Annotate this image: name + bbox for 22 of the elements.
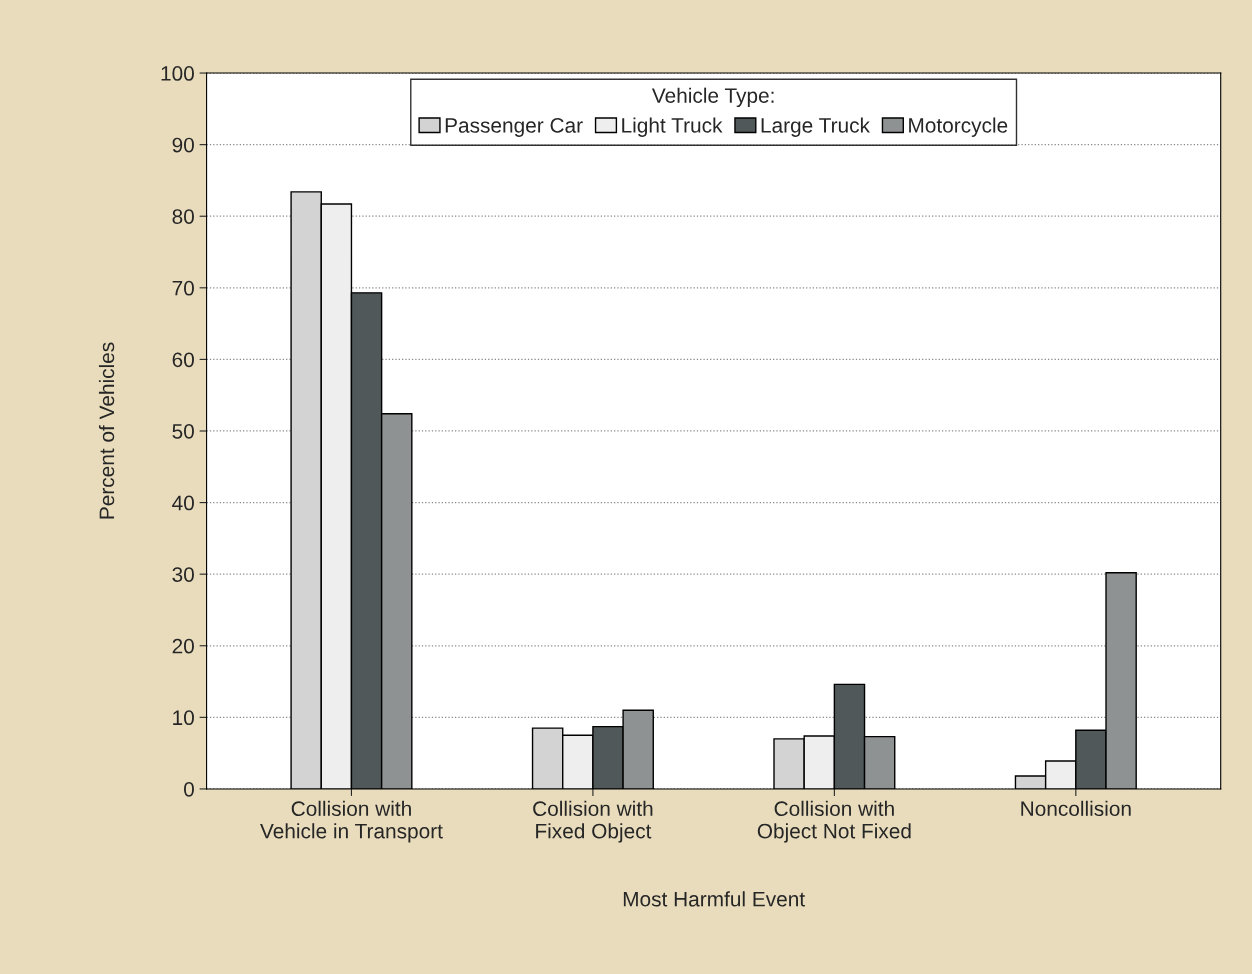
legend-title: Vehicle Type: (651, 87, 774, 108)
x-tick-label: Collision with Fixed Object (533, 800, 653, 843)
x-tick-label: Noncollision (1021, 800, 1131, 817)
y-tick-label: 20 (172, 638, 194, 654)
y-tick-label: 50 (172, 424, 194, 439)
legend-label: Passenger Car (445, 118, 583, 137)
y-tick-label: 80 (172, 209, 194, 224)
y-tick-label: 10 (173, 710, 194, 726)
legend-label: Motorcycle (909, 117, 1008, 137)
y-tick-label: 0 (184, 781, 194, 797)
y-tick-label: 100 (161, 66, 194, 81)
y-axis-title: Percent of Vehicles (98, 342, 115, 519)
y-tick-label: 40 (172, 495, 194, 511)
x-axis-title: Most Harmful Event (623, 891, 805, 907)
x-tick-label: Collision with Vehicle in Transport (260, 800, 443, 843)
y-tick-label: 70 (172, 280, 194, 296)
y-tick-label: 30 (172, 567, 194, 582)
legend-label: Large Truck (761, 117, 870, 137)
legend-label: Light Truck (622, 117, 723, 137)
y-tick-label: 60 (172, 352, 194, 368)
y-tick-label: 90 (172, 137, 194, 153)
x-tick-label: Collision with Object Not Fixed (757, 800, 911, 843)
